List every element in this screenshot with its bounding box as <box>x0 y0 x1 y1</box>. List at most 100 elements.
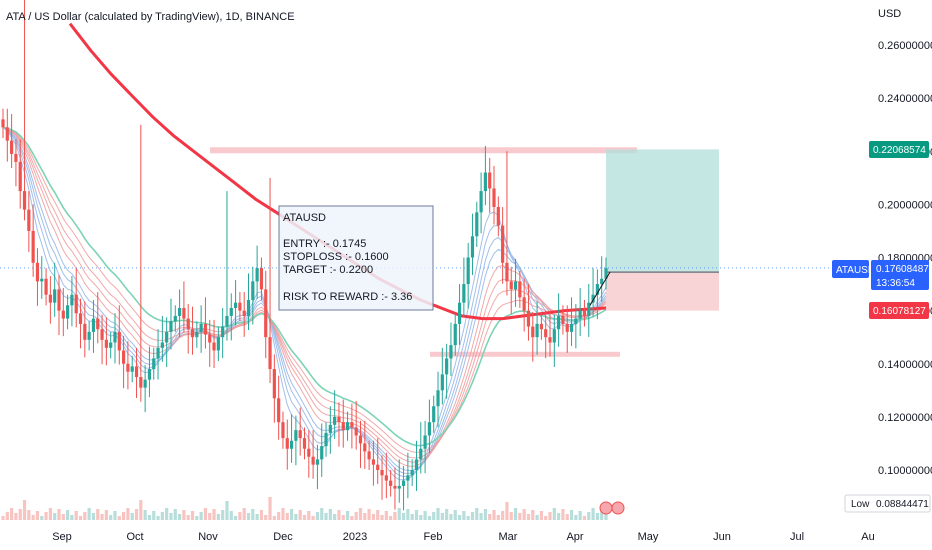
trade-note-title: ATAUSD <box>283 212 326 224</box>
candle-body <box>591 294 595 303</box>
candle-body <box>190 329 195 338</box>
trade-note-box <box>278 205 434 311</box>
candle-body <box>126 363 130 372</box>
symbol-tag-label: ATAUSD <box>836 265 875 276</box>
candle-body <box>182 307 186 319</box>
candle-body <box>401 480 406 486</box>
candle-body <box>393 485 397 489</box>
candle-body <box>333 416 337 425</box>
volume-bar <box>83 512 87 520</box>
candle-body <box>509 281 513 290</box>
volume-bar <box>109 515 113 520</box>
volume-bar <box>582 516 587 520</box>
volume-bar <box>453 510 457 520</box>
x-tick-label: Nov <box>198 531 218 543</box>
volume-bar <box>199 512 203 520</box>
volume-bar <box>324 513 328 520</box>
earnings-event-icon[interactable] <box>599 501 613 515</box>
volume-bar <box>466 516 470 520</box>
volume-bar <box>78 516 83 520</box>
candle-body <box>552 329 556 343</box>
candle-body <box>177 307 182 316</box>
volume-bar <box>604 514 608 520</box>
volume-bar <box>414 510 419 520</box>
candle-body <box>371 459 376 465</box>
candle-body <box>578 310 582 319</box>
volume-bar <box>53 513 57 520</box>
candle-body <box>427 422 432 436</box>
volume-bar <box>255 514 259 520</box>
volume-bar <box>513 508 518 520</box>
y-tick-label: 0.14000000 <box>878 359 932 371</box>
volume-bar <box>96 509 100 520</box>
dividend-event-icon[interactable] <box>611 501 625 515</box>
y-tick-label: 0.24000000 <box>878 93 932 105</box>
volume-bar <box>479 513 483 520</box>
x-tick-label: Mar <box>499 531 518 543</box>
candle-body <box>376 464 380 470</box>
x-tick-label: 2023 <box>343 531 367 543</box>
candle-body <box>350 422 354 428</box>
volume-bar <box>91 513 96 520</box>
x-tick-label: Jun <box>713 531 731 543</box>
volume-bar <box>380 515 384 520</box>
candle-body <box>203 323 208 335</box>
candle-body <box>320 446 324 460</box>
event-icons[interactable] <box>599 501 625 515</box>
volume-bar <box>496 515 500 520</box>
candle-body <box>96 318 100 330</box>
volume-bar <box>122 512 126 520</box>
volume-bar <box>186 515 190 520</box>
candle-body <box>74 294 78 314</box>
candle-body <box>104 339 108 348</box>
volume-bar <box>281 508 285 520</box>
x-axis[interactable]: Sep Oct Nov Dec 2023 Feb Mar Apr May Jun Jul Au <box>52 531 875 543</box>
volume-bar <box>595 513 599 520</box>
candle-body <box>35 262 40 282</box>
candle-body <box>173 315 177 322</box>
volume-bar <box>289 509 294 520</box>
candle-body <box>57 289 61 311</box>
candle-body <box>518 281 522 298</box>
candle-body <box>561 315 565 324</box>
volume-bar <box>432 512 436 520</box>
x-tick-label: Dec <box>273 531 293 543</box>
volume-bar <box>229 511 233 520</box>
volume-bar <box>449 514 453 520</box>
candle-body <box>453 323 457 346</box>
candle-body <box>354 427 358 436</box>
volume-bar <box>526 514 531 520</box>
candle-body <box>449 345 453 359</box>
candle-body <box>470 236 475 258</box>
trade-note[interactable]: ATAUSD ENTRY :- 0.1745 STOPLOSS :- 0.160… <box>278 205 434 311</box>
candle-body <box>587 302 591 316</box>
candle-body <box>83 323 87 340</box>
volume-bar <box>544 516 548 520</box>
volume-bar <box>436 508 440 520</box>
x-tick-label: Oct <box>126 531 143 543</box>
candle-body <box>345 422 350 431</box>
chart-title: ATA / US Dollar (calculated by TradingVi… <box>6 11 295 23</box>
candle-body <box>233 302 238 308</box>
volume-bar <box>320 508 324 520</box>
volume-bar <box>406 509 410 520</box>
target-price-tag: 0.22068574 <box>869 141 929 158</box>
trade-note-stoploss: STOPLOSS :- 0.1600 <box>283 251 389 263</box>
candle-body <box>10 140 14 154</box>
zones-layer <box>0 147 830 357</box>
candle-body <box>522 297 526 311</box>
low-price-tag: Low 0.08844471 <box>844 494 931 513</box>
bar-countdown: 13:36:54 <box>876 278 915 289</box>
ema-ribbon-line <box>2 126 607 471</box>
volume-bar <box>591 508 595 520</box>
volume-bar <box>100 514 104 520</box>
volume-bar <box>397 508 401 520</box>
volume-bar <box>272 516 276 520</box>
candle-body <box>40 278 44 282</box>
volume-bar <box>333 514 337 520</box>
volume-bar <box>419 515 423 520</box>
volume-bar <box>182 510 186 520</box>
trend-arrow <box>589 271 611 306</box>
candle-body <box>341 422 345 431</box>
